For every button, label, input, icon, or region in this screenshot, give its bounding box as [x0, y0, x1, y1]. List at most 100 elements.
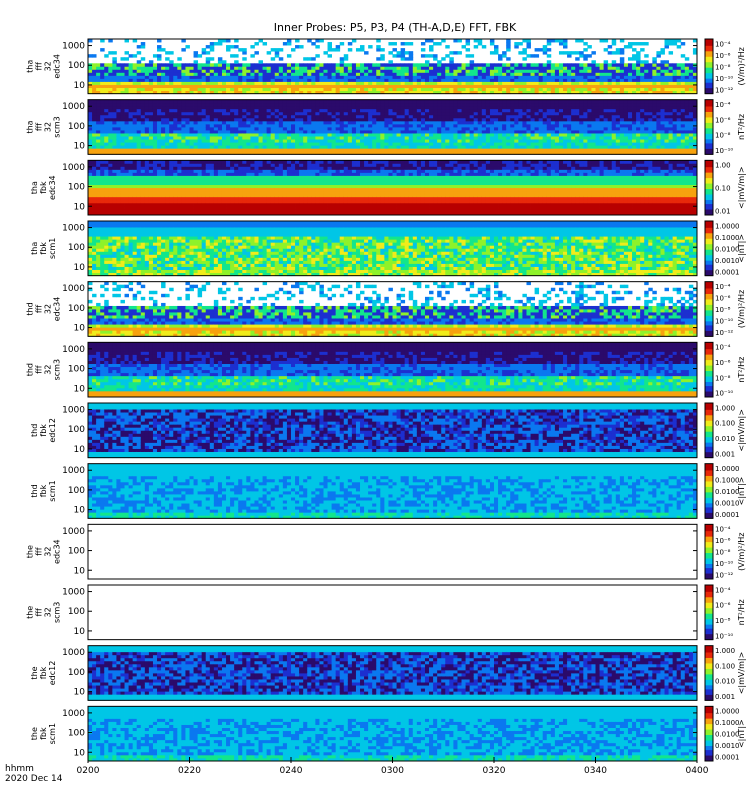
x-tick-label: 0220 — [178, 766, 201, 776]
colorbar-tick: 10⁻⁶ — [715, 116, 731, 124]
chart-title: Inner Probes: P5, P3, P4 (TH-A,D,E) FFT,… — [274, 21, 517, 34]
colorbar-unit: nT²/Hz — [737, 599, 746, 625]
colorbar-tick: 1.000 — [715, 404, 735, 412]
panel-4: 101001000thdfff32edc3410⁻⁴10⁻⁶10⁻⁸10⁻¹⁰1… — [26, 282, 747, 337]
colorbar-tick: 0.0001 — [715, 511, 740, 519]
y-tick-label: 100 — [68, 729, 85, 739]
panel-10: 101001000thefbkedc121.0000.1000.0100.001… — [30, 646, 746, 701]
y-tick-label: 100 — [68, 365, 85, 375]
colorbar-tick: 10⁻⁸ — [715, 549, 731, 557]
panel-11: 101001000thefbkscm11.00000.10000.01000.0… — [30, 706, 746, 761]
y-tick-label: 100 — [68, 425, 85, 435]
colorbar-tick: 0.0001 — [715, 268, 740, 276]
colorbar-tick: 0.1000 — [715, 719, 740, 727]
colorbar-tick: 10⁻⁶ — [715, 537, 731, 545]
colorbar-tick: 10⁻⁴ — [715, 344, 731, 352]
colorbar-tick: 10⁻⁸ — [715, 374, 731, 382]
colorbar-unit: (V/m)²/Hz — [737, 533, 746, 571]
colorbar-unit: nT²/Hz — [737, 114, 746, 140]
y-tick-label: 100 — [68, 183, 85, 193]
colorbar-tick: 10⁻¹⁰ — [715, 75, 733, 83]
colorbar-tick: 10⁻⁸ — [715, 132, 731, 140]
y-tick-label: 100 — [68, 61, 85, 71]
y-tick-label: 10 — [74, 324, 86, 334]
panel-label: thefbkedc12 — [30, 661, 57, 686]
panel-label: thdfff32scm3 — [26, 359, 62, 380]
colorbar-tick: 10⁻⁴ — [715, 101, 731, 109]
colorbar-tick: 0.0100 — [715, 245, 740, 253]
colorbar-tick: 0.010 — [715, 435, 735, 443]
x-tick-label: 0400 — [686, 766, 709, 776]
colorbar-unit: nT²/Hz — [737, 357, 746, 383]
y-tick-label: 10 — [74, 445, 86, 455]
colorbar-tick: 10⁻¹⁰ — [715, 390, 733, 398]
panel-label: thafff32scm3 — [26, 116, 62, 137]
y-tick-label: 100 — [68, 486, 85, 496]
colorbar-tick: 0.0010 — [715, 499, 740, 507]
y-tick-label: 1000 — [62, 42, 85, 52]
colorbar-tick: 0.1000 — [715, 234, 740, 242]
colorbar-tick: 10⁻⁶ — [715, 602, 731, 610]
panels-layer: 101001000thafff32edc3410⁻⁴10⁻⁶10⁻⁸10⁻¹⁰1… — [26, 39, 747, 776]
colorbar-tick: 10⁻⁶ — [715, 52, 731, 60]
colorbar-tick: 0.0010 — [715, 257, 740, 265]
colorbar-tick: 10⁻⁴ — [715, 526, 731, 534]
panel-3: 101001000thafbkscm11.00000.10000.01000.0… — [30, 221, 746, 276]
colorbar-tick: 10⁻⁴ — [715, 586, 731, 594]
panel-frame — [88, 524, 697, 579]
panel-label: thdfbkscm1 — [30, 480, 57, 501]
colorbar-unit: <|mV/m|> — [737, 409, 746, 452]
panel-label: thafff32edc34 — [26, 54, 62, 79]
y-tick-label: 100 — [68, 547, 85, 557]
footer-date: 2020 Dec 14 — [5, 774, 63, 784]
x-tick-label: 0300 — [381, 766, 404, 776]
panel-label: thdfff32edc34 — [26, 297, 62, 322]
colorbar-tick: 1.000 — [715, 647, 735, 655]
y-tick-label: 10 — [74, 748, 86, 758]
colorbar-tick: 1.0000 — [715, 222, 740, 230]
colorbar-unit: <|mV/m|> — [737, 652, 746, 695]
panel-label: thafbkscm1 — [30, 238, 57, 259]
y-tick-label: 10 — [74, 506, 86, 516]
y-tick-label: 1000 — [62, 345, 85, 355]
colorbar-unit: <|nT|> — [737, 719, 746, 748]
colorbar-tick: 10⁻¹² — [715, 86, 733, 94]
colorbar-tick: 10⁻⁴ — [715, 283, 731, 291]
panel-8: 101001000thefff32edc3410⁻⁴10⁻⁶10⁻⁸10⁻¹⁰1… — [26, 524, 747, 579]
colorbar-tick: 0.01 — [715, 208, 731, 216]
colorbar-unit: (V/m)²/Hz — [737, 47, 746, 85]
panel-7: 101001000thdfbkscm11.00000.10000.01000.0… — [30, 464, 746, 519]
y-tick-label: 10 — [74, 688, 86, 698]
colorbar-tick: 10⁻⁸ — [715, 306, 731, 314]
x-tick-label: 0240 — [280, 766, 303, 776]
colorbar-tick: 0.10 — [715, 185, 731, 193]
colorbar-tick: 0.001 — [715, 450, 735, 458]
y-tick-label: 1000 — [62, 284, 85, 294]
colorbar-tick: 10⁻¹⁰ — [715, 317, 733, 325]
y-tick-label: 100 — [68, 122, 85, 132]
colorbar-tick: 0.100 — [715, 662, 735, 670]
colorbar-tick: 10⁻⁶ — [715, 295, 731, 303]
y-tick-label: 100 — [68, 668, 85, 678]
colorbar-tick: 0.001 — [715, 693, 735, 701]
colorbar-unit: <|nT|> — [737, 477, 746, 506]
panel-label: thdfbkedc12 — [30, 418, 57, 443]
colorbar-tick: 10⁻¹⁰ — [715, 147, 733, 155]
colorbar-tick: 1.00 — [715, 162, 731, 170]
colorbar-tick: 10⁻¹⁰ — [715, 560, 733, 568]
colorbar-tick: 0.0001 — [715, 754, 740, 762]
colorbar-unit: <|mV/m|> — [737, 166, 746, 209]
y-tick-label: 1000 — [62, 224, 85, 234]
colorbar-tick: 0.100 — [715, 420, 735, 428]
panel-label: thefff32scm3 — [26, 602, 62, 623]
panel-9: 101001000thefff32scm310⁻⁴10⁻⁶10⁻⁸10⁻¹⁰nT… — [26, 585, 747, 640]
y-tick-label: 10 — [74, 566, 86, 576]
y-tick-label: 10 — [74, 384, 86, 394]
panel-6: 101001000thdfbkedc121.0000.1000.0100.001… — [30, 403, 746, 458]
x-tick-label: 0320 — [483, 766, 506, 776]
y-tick-label: 1000 — [62, 163, 85, 173]
panel-label: thafbkedc34 — [30, 175, 57, 200]
x-tick-label: 0200 — [77, 766, 100, 776]
colorbar-tick: 10⁻¹⁰ — [715, 632, 733, 640]
